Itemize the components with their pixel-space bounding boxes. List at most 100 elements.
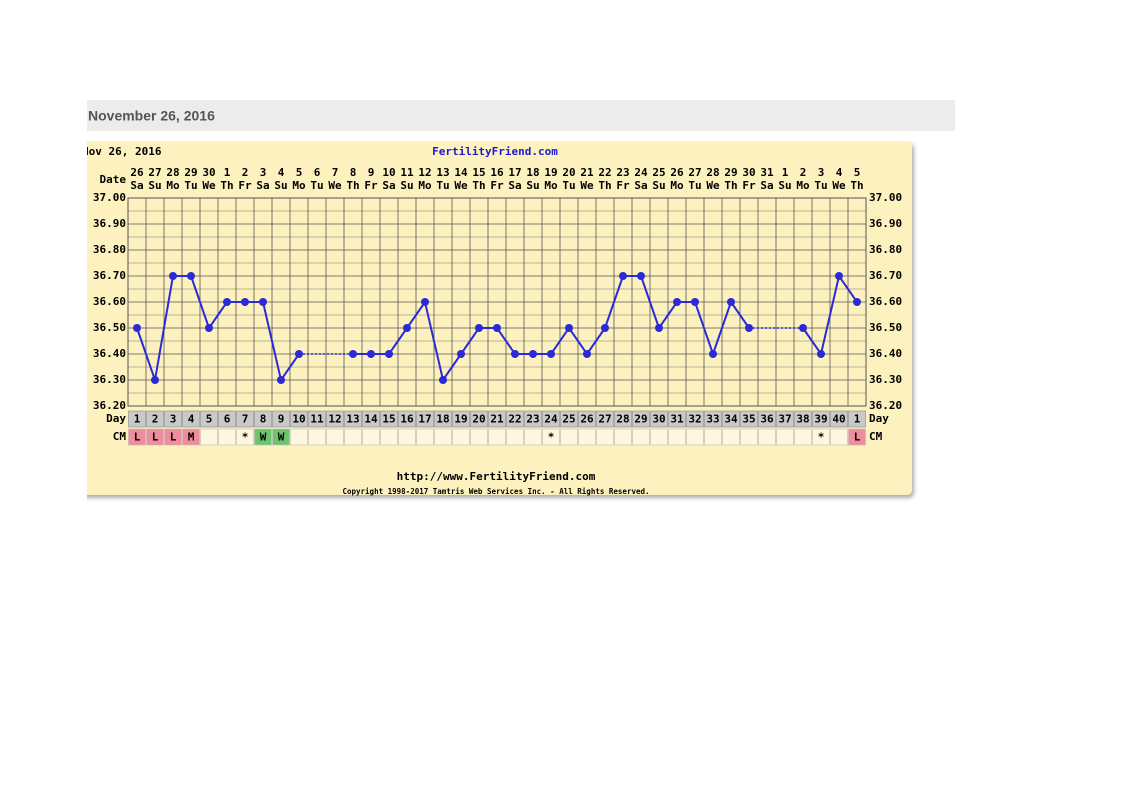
temperature-point bbox=[601, 324, 609, 332]
weekday-label: Mo bbox=[670, 179, 684, 192]
day-cell bbox=[830, 410, 848, 428]
cm-cell bbox=[650, 428, 668, 446]
cm-cell bbox=[164, 428, 182, 446]
day-cell bbox=[848, 410, 866, 428]
cycle-day: 2 bbox=[152, 413, 159, 426]
heading: November 26, 2016 bbox=[88, 108, 215, 124]
cm-cell bbox=[668, 428, 686, 446]
weekday-label: Sa bbox=[382, 179, 395, 192]
cm-cell bbox=[128, 428, 146, 446]
day-cell bbox=[326, 410, 344, 428]
cycle-day: 23 bbox=[526, 413, 539, 426]
temperature-point bbox=[727, 298, 735, 306]
temperature-point bbox=[511, 350, 519, 358]
cm-code: W bbox=[260, 431, 267, 444]
cycle-day: 37 bbox=[778, 413, 791, 426]
cycle-day: 32 bbox=[688, 413, 701, 426]
day-cell bbox=[668, 410, 686, 428]
cm-cell bbox=[488, 428, 506, 446]
date-label: 27 bbox=[688, 166, 701, 179]
cm-cell bbox=[632, 428, 650, 446]
day-cell bbox=[308, 410, 326, 428]
day-cell bbox=[398, 410, 416, 428]
temperature-point bbox=[457, 350, 465, 358]
weekday-label: Mo bbox=[292, 179, 306, 192]
temperature-point bbox=[205, 324, 213, 332]
temperature-point bbox=[493, 324, 501, 332]
date-label: 19 bbox=[544, 166, 557, 179]
weekday-label: Fr bbox=[490, 179, 504, 192]
weekday-label: Tu bbox=[562, 179, 575, 192]
y-tick-label: 36.60 bbox=[93, 295, 126, 308]
day-cell bbox=[524, 410, 542, 428]
cm-cell bbox=[254, 428, 272, 446]
weekday-label: Sa bbox=[256, 179, 269, 192]
date-label: 26 bbox=[130, 166, 144, 179]
weekday-label: Sa bbox=[508, 179, 521, 192]
date-label: 18 bbox=[526, 166, 539, 179]
date-label: 30 bbox=[742, 166, 755, 179]
day-cell bbox=[776, 410, 794, 428]
date-label: 12 bbox=[418, 166, 431, 179]
day-cell bbox=[200, 410, 218, 428]
cycle-day: 38 bbox=[796, 413, 809, 426]
cycle-day: 28 bbox=[616, 413, 629, 426]
temperature-point bbox=[691, 298, 699, 306]
weekday-label: Sa bbox=[760, 179, 773, 192]
date-label: 23 bbox=[616, 166, 629, 179]
day-cell bbox=[218, 410, 236, 428]
cycle-day: 10 bbox=[292, 413, 305, 426]
date-label: 5 bbox=[296, 166, 303, 179]
date-label: 16 bbox=[490, 166, 504, 179]
temperature-point bbox=[673, 298, 681, 306]
cm-code: * bbox=[548, 431, 555, 444]
temperature-point bbox=[241, 298, 249, 306]
temperature-point bbox=[223, 298, 231, 306]
weekday-label: We bbox=[202, 179, 216, 192]
temperature-point bbox=[403, 324, 411, 332]
cm-cell bbox=[812, 428, 830, 446]
day-cell bbox=[182, 410, 200, 428]
day-cell bbox=[686, 410, 704, 428]
y2-tick-label: 36.60 bbox=[869, 295, 902, 308]
temperature-point bbox=[133, 324, 141, 332]
weekday-label: We bbox=[454, 179, 468, 192]
date-label: 8 bbox=[350, 166, 357, 179]
y-tick-label: 36.40 bbox=[93, 347, 126, 360]
cm-row-label: CM bbox=[113, 430, 127, 443]
day-cell bbox=[290, 410, 308, 428]
temperature-point bbox=[421, 298, 429, 306]
day-cell bbox=[596, 410, 614, 428]
weekday-label: We bbox=[832, 179, 846, 192]
temperature-point bbox=[565, 324, 573, 332]
y-tick-label: 36.70 bbox=[93, 269, 126, 282]
cycle-day: 12 bbox=[328, 413, 341, 426]
date-label: 9 bbox=[368, 166, 375, 179]
day-cell bbox=[758, 410, 776, 428]
cycle-day: 13 bbox=[346, 413, 359, 426]
cm-cell bbox=[506, 428, 524, 446]
temperature-point bbox=[853, 298, 861, 306]
date-label: 28 bbox=[166, 166, 179, 179]
weekday-label: Th bbox=[346, 179, 359, 192]
cycle-day: 19 bbox=[454, 413, 467, 426]
y-tick-label: 36.20 bbox=[93, 399, 126, 412]
cm-code: L bbox=[152, 431, 159, 444]
weekday-label: Mo bbox=[796, 179, 810, 192]
cm-cell bbox=[290, 428, 308, 446]
weekday-label: Sa bbox=[130, 179, 143, 192]
cycle-day: 35 bbox=[742, 413, 755, 426]
y2-tick-label: 36.90 bbox=[869, 217, 902, 230]
cm-code: * bbox=[242, 431, 249, 444]
weekday-label: Mo bbox=[544, 179, 558, 192]
y2-tick-label: 37.00 bbox=[869, 191, 902, 204]
day-cell bbox=[236, 410, 254, 428]
weekday-label: Tu bbox=[814, 179, 827, 192]
temperature-point bbox=[169, 272, 177, 280]
day-cell bbox=[812, 410, 830, 428]
cycle-day: 8 bbox=[260, 413, 267, 426]
day-cell bbox=[722, 410, 740, 428]
cycle-day: 9 bbox=[278, 413, 285, 426]
cm-cell bbox=[200, 428, 218, 446]
y2-tick-label: 36.50 bbox=[869, 321, 902, 334]
